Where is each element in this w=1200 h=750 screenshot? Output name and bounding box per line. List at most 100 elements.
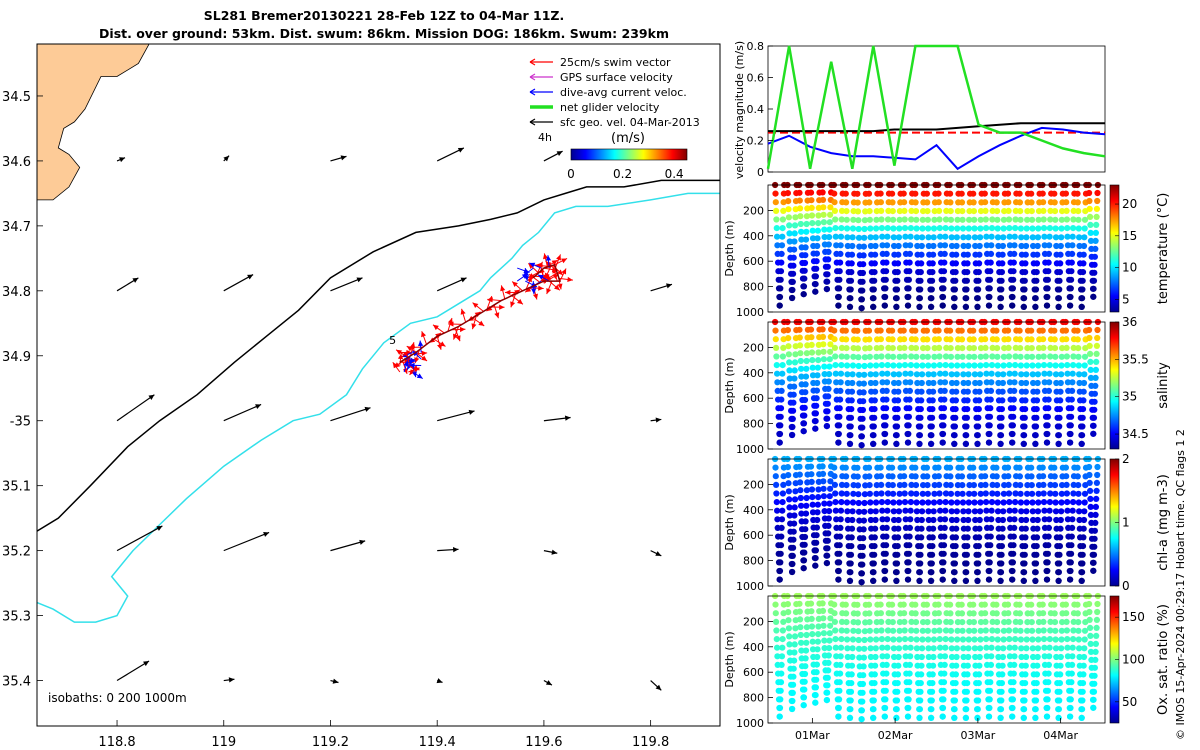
section-dot bbox=[820, 493, 828, 500]
section-dot bbox=[989, 344, 996, 351]
section-dot bbox=[844, 379, 851, 387]
section-dot bbox=[913, 499, 920, 506]
section-dot bbox=[901, 353, 908, 360]
section-dot bbox=[1069, 644, 1076, 651]
section-dot bbox=[889, 345, 896, 352]
section-dot bbox=[812, 410, 820, 417]
section-dot bbox=[906, 661, 914, 669]
section-dot bbox=[1058, 645, 1065, 652]
section-dot bbox=[865, 327, 873, 334]
section-dot bbox=[1056, 277, 1063, 284]
section-dot bbox=[1057, 671, 1064, 678]
section-dot bbox=[930, 379, 937, 387]
section-dot bbox=[958, 190, 965, 197]
section-dot bbox=[965, 371, 972, 378]
section-dot bbox=[965, 508, 972, 515]
section-dot bbox=[1068, 276, 1075, 283]
section-dot bbox=[894, 680, 901, 687]
section-dot bbox=[1011, 661, 1018, 669]
section-dot bbox=[930, 225, 938, 232]
section-dot bbox=[848, 534, 855, 541]
section-dot bbox=[1056, 406, 1063, 413]
section-dot bbox=[960, 242, 967, 250]
section-dot bbox=[859, 561, 866, 568]
oxygen-section-x-tick-label-1: 02Mar bbox=[878, 729, 913, 742]
section-dot bbox=[1005, 473, 1012, 480]
section-dot bbox=[943, 618, 950, 626]
section-dot bbox=[1035, 362, 1042, 369]
section-dot bbox=[928, 286, 935, 293]
section-dot bbox=[936, 207, 943, 214]
section-dot bbox=[918, 516, 925, 524]
section-dot bbox=[912, 473, 919, 480]
swim-vector-0-1-head bbox=[402, 367, 408, 374]
section-dot bbox=[960, 234, 967, 241]
oxygen-section-variable-label: Ox. sat. ratio (%) bbox=[1156, 604, 1171, 715]
section-dot bbox=[989, 353, 996, 360]
section-dot bbox=[907, 636, 915, 643]
section-dot bbox=[826, 637, 833, 644]
section-dot bbox=[803, 487, 811, 494]
section-dot bbox=[965, 636, 972, 643]
section-dot bbox=[808, 471, 815, 478]
section-dot bbox=[974, 714, 981, 722]
section-dot bbox=[1058, 627, 1065, 634]
section-dot bbox=[774, 233, 781, 240]
section-dot bbox=[831, 344, 839, 351]
section-dot bbox=[891, 653, 898, 661]
section-dot bbox=[872, 379, 879, 387]
section-dot bbox=[1021, 560, 1028, 567]
section-dot bbox=[773, 207, 780, 214]
section-dot bbox=[1058, 353, 1065, 360]
section-dot bbox=[947, 473, 954, 480]
section-dot bbox=[1093, 487, 1100, 494]
section-dot bbox=[966, 619, 973, 626]
swim-vector-2-5 bbox=[454, 327, 461, 342]
section-dot bbox=[873, 353, 880, 360]
section-dot bbox=[1080, 662, 1087, 669]
section-dot bbox=[1093, 632, 1100, 640]
section-dot bbox=[847, 414, 855, 421]
section-dot bbox=[981, 464, 988, 471]
section-dot bbox=[1064, 516, 1071, 523]
section-dot bbox=[882, 276, 889, 283]
section-dot bbox=[1033, 277, 1040, 284]
section-dot bbox=[877, 190, 884, 197]
legend-gps-label: GPS surface velocity bbox=[560, 71, 673, 84]
section-dot bbox=[1090, 277, 1098, 284]
section-dot bbox=[779, 507, 786, 514]
section-dot bbox=[778, 259, 785, 266]
section-dot bbox=[802, 252, 809, 259]
section-dot bbox=[879, 507, 886, 514]
section-dot bbox=[987, 259, 994, 266]
section-dot bbox=[916, 432, 924, 439]
section-dot bbox=[1041, 370, 1048, 377]
section-dot bbox=[826, 356, 833, 363]
section-dot bbox=[988, 507, 995, 514]
section-dot bbox=[994, 636, 1001, 643]
section-dot bbox=[954, 225, 961, 232]
cluster-vector-18 bbox=[392, 362, 401, 373]
section-dot bbox=[998, 543, 1006, 550]
section-dot bbox=[982, 207, 989, 214]
section-dot bbox=[1022, 525, 1029, 532]
section-dot bbox=[1076, 645, 1083, 652]
section-dot bbox=[1034, 242, 1041, 250]
section-dot bbox=[1034, 508, 1042, 515]
section-dot bbox=[831, 481, 839, 488]
section-dot bbox=[1032, 432, 1039, 439]
section-dot bbox=[948, 508, 955, 515]
section-dot bbox=[953, 234, 961, 241]
section-dot bbox=[871, 260, 878, 267]
section-dot bbox=[1032, 706, 1039, 713]
section-dot bbox=[1086, 189, 1093, 197]
section-dot bbox=[1033, 671, 1041, 678]
section-dot bbox=[917, 423, 924, 430]
section-dot bbox=[824, 552, 831, 559]
section-dot bbox=[790, 673, 797, 680]
section-dot bbox=[1057, 388, 1064, 395]
section-dot bbox=[1059, 619, 1066, 626]
section-dot bbox=[1012, 216, 1019, 223]
section-dot bbox=[821, 226, 828, 233]
